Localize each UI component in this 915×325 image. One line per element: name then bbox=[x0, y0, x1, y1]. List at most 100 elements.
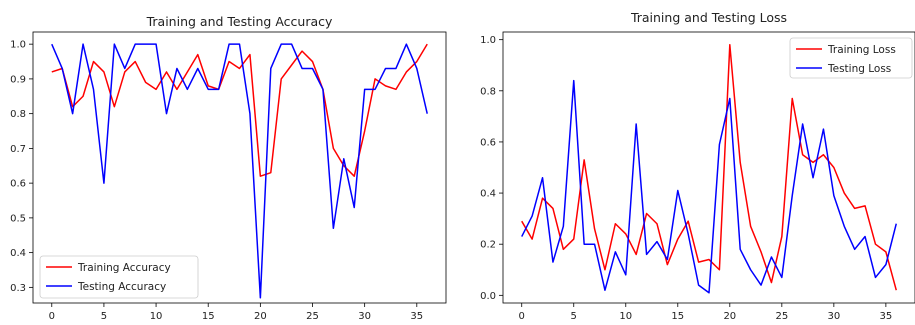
data-point bbox=[197, 67, 199, 69]
data-point bbox=[280, 43, 282, 45]
data-point bbox=[176, 88, 178, 90]
data-point bbox=[770, 256, 772, 258]
data-point bbox=[113, 43, 115, 45]
data-point bbox=[562, 248, 564, 250]
data-point bbox=[291, 64, 293, 66]
data-point bbox=[249, 54, 251, 56]
data-point bbox=[687, 233, 689, 235]
data-point bbox=[322, 88, 324, 90]
data-point bbox=[332, 147, 334, 149]
data-point bbox=[750, 225, 752, 227]
data-point bbox=[405, 43, 407, 45]
data-point bbox=[103, 71, 105, 73]
data-point bbox=[239, 43, 241, 45]
legend-label: Training Accuracy bbox=[77, 262, 171, 274]
x-tick-label: 20 bbox=[723, 311, 736, 322]
data-point bbox=[854, 207, 856, 209]
data-point bbox=[739, 161, 741, 163]
legend-box bbox=[39, 255, 199, 299]
data-point bbox=[614, 223, 616, 225]
data-point bbox=[770, 282, 772, 284]
data-point bbox=[708, 259, 710, 261]
data-point bbox=[228, 61, 230, 63]
data-point bbox=[353, 206, 355, 208]
x-tick-label: 0 bbox=[519, 311, 525, 322]
data-point bbox=[395, 67, 397, 69]
data-point bbox=[666, 259, 668, 261]
series-line-training-loss bbox=[521, 44, 897, 291]
data-point bbox=[134, 61, 136, 63]
data-point bbox=[874, 243, 876, 245]
data-point bbox=[843, 225, 845, 227]
x-tick-label: 10 bbox=[150, 311, 163, 322]
data-point bbox=[573, 80, 575, 82]
data-point bbox=[781, 276, 783, 278]
data-point bbox=[301, 67, 303, 69]
data-point bbox=[176, 67, 178, 69]
data-point bbox=[833, 195, 835, 197]
data-point bbox=[426, 113, 428, 115]
data-point bbox=[145, 81, 147, 83]
x-tick-label: 20 bbox=[254, 311, 267, 322]
data-point bbox=[822, 154, 824, 156]
data-point bbox=[312, 67, 314, 69]
data-point bbox=[552, 207, 554, 209]
data-point bbox=[646, 253, 648, 255]
data-point bbox=[812, 177, 814, 179]
data-point bbox=[718, 269, 720, 271]
data-point bbox=[374, 78, 376, 80]
data-point bbox=[666, 264, 668, 266]
data-point bbox=[332, 227, 334, 229]
x-tick-label: 5 bbox=[571, 311, 577, 322]
data-point bbox=[124, 71, 126, 73]
data-point bbox=[51, 43, 53, 45]
data-point bbox=[312, 61, 314, 63]
data-point bbox=[625, 233, 627, 235]
data-point bbox=[885, 264, 887, 266]
data-point bbox=[270, 172, 272, 174]
y-tick-label: 0.6 bbox=[480, 137, 496, 148]
data-point bbox=[395, 88, 397, 90]
data-point bbox=[791, 97, 793, 99]
data-point bbox=[405, 71, 407, 73]
data-point bbox=[646, 213, 648, 215]
x-tick-label: 10 bbox=[619, 311, 632, 322]
x-tick-label: 35 bbox=[410, 311, 423, 322]
x-tick-label: 30 bbox=[827, 311, 840, 322]
data-point bbox=[781, 236, 783, 238]
x-tick-label: 25 bbox=[775, 311, 788, 322]
data-point bbox=[301, 50, 303, 52]
chart-title: Training and Testing Loss bbox=[630, 10, 787, 25]
y-tick-label: 0.9 bbox=[10, 74, 26, 85]
data-point bbox=[895, 289, 897, 291]
plot-frame bbox=[32, 31, 447, 304]
data-point bbox=[698, 261, 700, 263]
data-point bbox=[802, 123, 804, 125]
y-tick-label: 0.6 bbox=[10, 179, 26, 190]
data-point bbox=[614, 251, 616, 253]
data-point bbox=[531, 215, 533, 217]
data-point bbox=[134, 43, 136, 45]
x-tick-label: 15 bbox=[202, 311, 215, 322]
data-point bbox=[822, 128, 824, 130]
data-point bbox=[864, 236, 866, 238]
accuracy-chart: Training and Testing Accuracy 0 5 10 15 20 25… bbox=[10, 14, 447, 322]
data-point bbox=[677, 238, 679, 240]
legend: Training Accuracy Testing Accuracy bbox=[39, 255, 199, 299]
y-tick-label: 0.8 bbox=[480, 86, 496, 97]
data-point bbox=[239, 67, 241, 69]
data-point bbox=[416, 67, 418, 69]
x-tick-label: 0 bbox=[49, 311, 55, 322]
data-point bbox=[698, 284, 700, 286]
data-point bbox=[165, 113, 167, 115]
data-point bbox=[385, 67, 387, 69]
data-point bbox=[739, 248, 741, 250]
data-point bbox=[583, 243, 585, 245]
data-point bbox=[552, 261, 554, 263]
data-point bbox=[145, 43, 147, 45]
data-point bbox=[124, 67, 126, 69]
data-point bbox=[103, 182, 105, 184]
y-tick-label: 0.4 bbox=[10, 248, 26, 259]
legend-label: Testing Accuracy bbox=[77, 281, 166, 293]
